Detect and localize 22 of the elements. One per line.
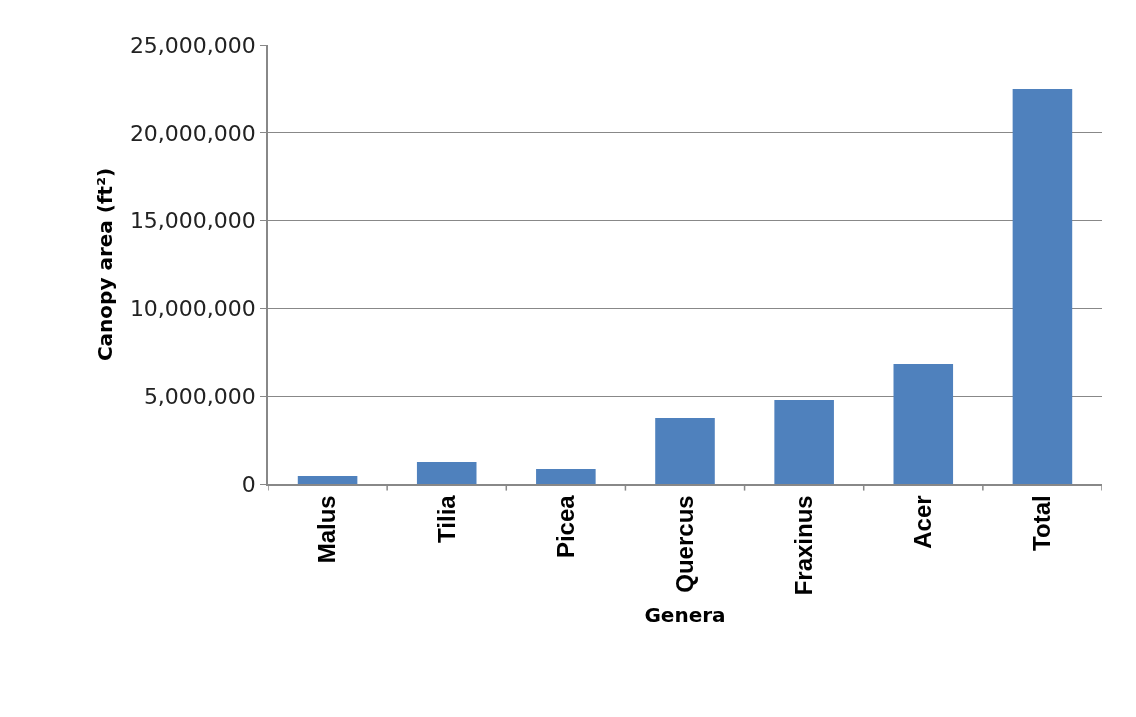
y-tick-label: 20,000,000: [129, 120, 256, 146]
x-tick-label: Fraxinus: [789, 495, 817, 596]
y-tick-label: 25,000,000: [129, 32, 256, 58]
bar: [416, 462, 477, 484]
y-tick-label: 0: [241, 471, 256, 497]
x-tick-label: Total: [1028, 495, 1056, 551]
x-tick-label: Quercus: [670, 495, 698, 593]
bar: [655, 417, 715, 484]
bar: [893, 364, 954, 484]
x-tick-label: Malus: [313, 495, 341, 564]
y-axis-title: Canopy area (ft²): [92, 167, 117, 362]
x-tick-label: Acer: [909, 495, 937, 549]
bar: [297, 475, 358, 484]
bar: [774, 400, 834, 484]
y-tick-label: 15,000,000: [129, 208, 256, 234]
bar: [1012, 88, 1073, 484]
y-tick-label: 5,000,000: [143, 383, 256, 409]
bar: [536, 469, 596, 484]
y-tick-label: 10,000,000: [129, 296, 256, 322]
x-tick-label: Picea: [551, 494, 579, 559]
x-axis-title: Genera: [644, 603, 726, 628]
x-tick-label: Tilia: [432, 494, 460, 543]
